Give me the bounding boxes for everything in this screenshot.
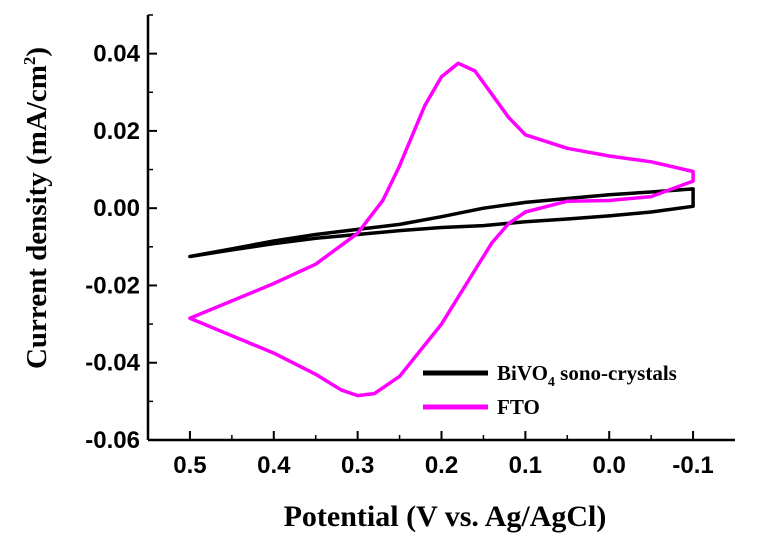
x-tick-label: -0.1 [672,452,713,479]
x-axis-title: Potential (V vs. Ag/AgCl) [284,500,607,533]
series-line-bivo4-sono-crystals [188,187,695,259]
x-tick-label: 0.1 [509,452,542,479]
y-tick-label: -0.06 [85,427,140,454]
plot-area [188,61,695,398]
x-tick-label: 0.5 [173,452,206,479]
x-tick-label: 0.3 [341,452,374,479]
series-line-fto [188,61,695,398]
y-tick-label: -0.04 [85,350,140,377]
x-tick-label: 0.0 [593,452,626,479]
axes: -0.06 -0.04 -0.02 0.00 0.02 0.04 0.5 0.4 0.3 0.2 0… [85,14,735,479]
x-tick-label: 0.4 [257,452,291,479]
legend: BiVO4 sono-crystals FTO [423,361,677,419]
legend-label: BiVO4 sono-crystals [497,361,677,390]
y-tick-label: 0.00 [93,195,140,222]
y-axis-title: Current density (mA/cm2) [20,47,53,369]
y-tick-label: 0.02 [93,118,140,145]
legend-label: FTO [497,395,540,419]
y-tick-label: -0.02 [85,272,140,299]
y-tick-label: 0.04 [93,41,140,68]
x-tick-label: 0.2 [425,452,458,479]
